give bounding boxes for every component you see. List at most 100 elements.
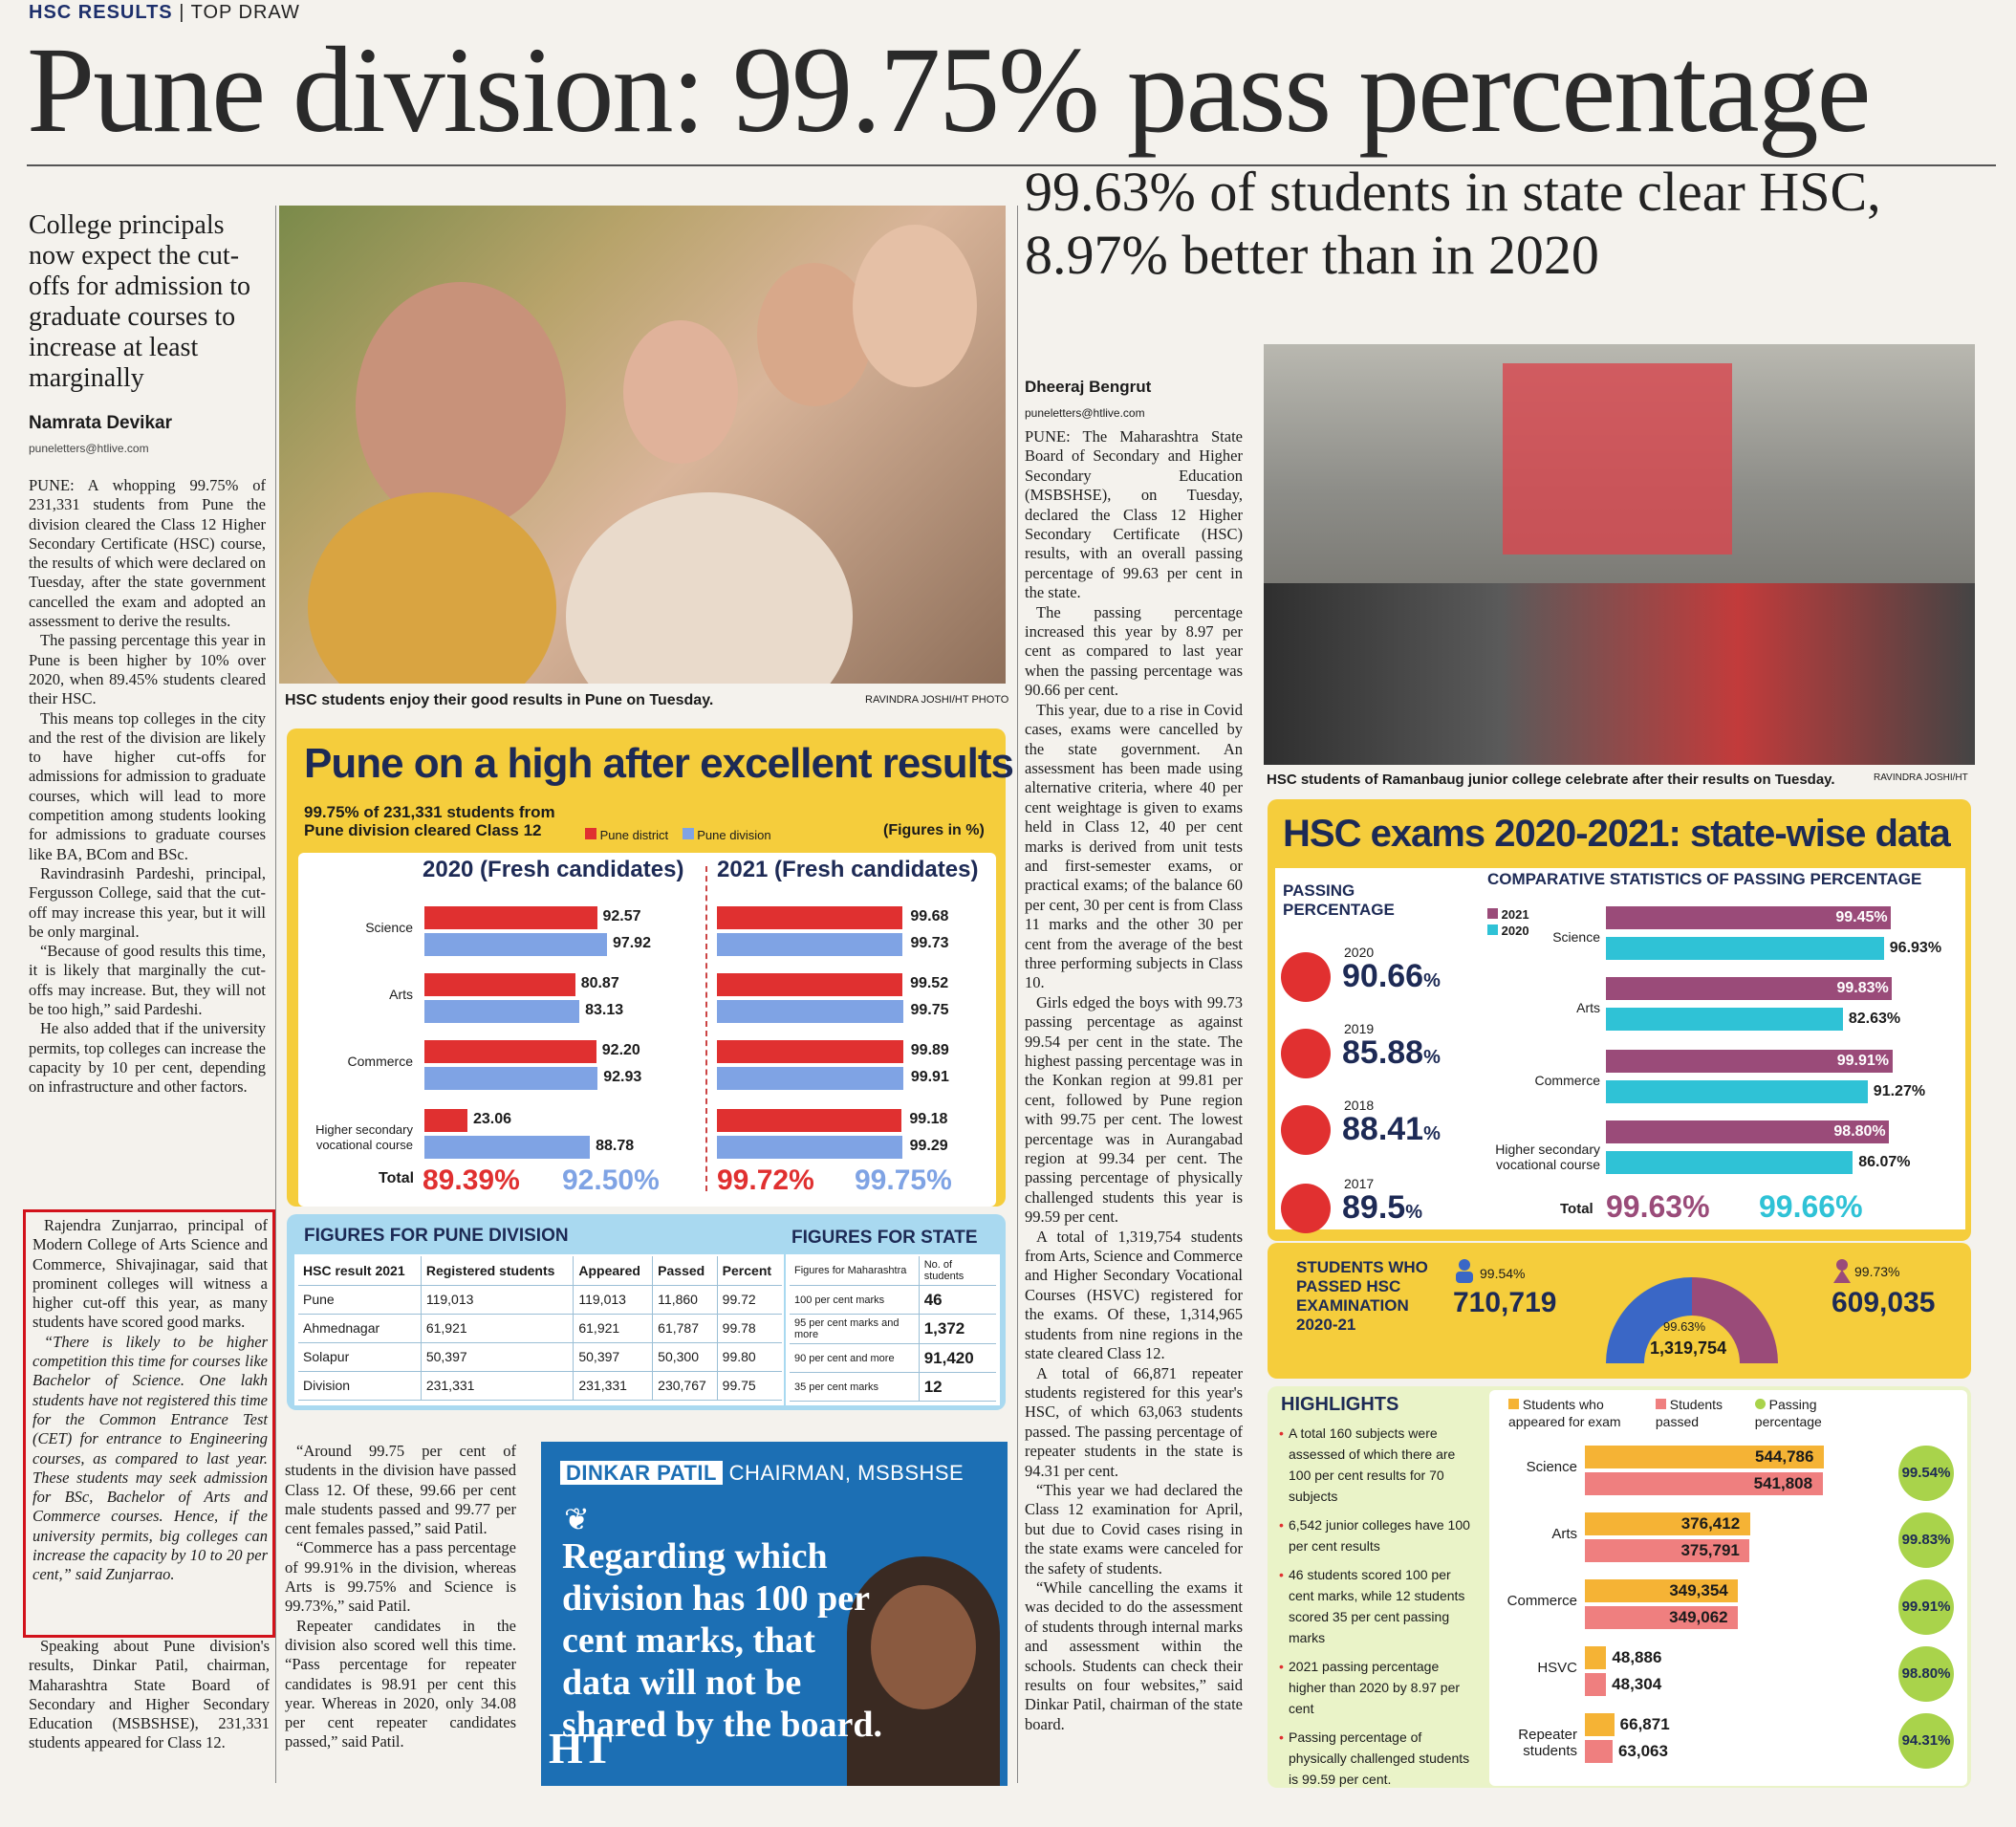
table-cell: 46 <box>918 1285 996 1315</box>
passed-title: STUDENTS WHO PASSED HSC EXAMINATION 2020… <box>1296 1258 1428 1334</box>
col-head-2020: 2020 (Fresh candidates) <box>423 857 684 882</box>
highlight-box <box>23 1209 275 1638</box>
table-cell: 231,331 <box>420 1371 574 1401</box>
column-divider <box>1017 206 1018 1783</box>
bar-appeared <box>1585 1512 1750 1535</box>
table-header: Registered students <box>420 1256 574 1286</box>
byline-left: Namrata Devikar <box>29 413 172 433</box>
year-ring-icon <box>1281 1029 1331 1078</box>
value-label: 99.52 <box>910 975 949 991</box>
table-row: Division 231,331 231,331 230,767 99.75 <box>298 1371 782 1401</box>
table-cell: 61,921 <box>573 1314 653 1343</box>
paragraph: A total of 1,319,754 students from Arts,… <box>1025 1227 1243 1363</box>
left-story-body: PUNE: A whopping 99.75% of 231,331 stude… <box>29 476 266 1203</box>
bar-appeared <box>1585 1446 1824 1468</box>
year-divider <box>705 866 707 1191</box>
highlighted-quote: Rajendra Zunjarrao, principal of Modern … <box>33 1216 268 1585</box>
bar-passed <box>1585 1606 1739 1629</box>
legend-item-2020: 2020 <box>1487 923 1529 939</box>
paragraph: Speaking about Pune division's results, … <box>29 1637 270 1752</box>
year-value: 88.41% <box>1342 1111 1441 1147</box>
portrait-face <box>871 1585 976 1709</box>
paragraph: Girls edged the boys with 99.73 passing … <box>1025 992 1243 1227</box>
table-row: Pune 119,013 119,013 11,860 99.72 <box>298 1285 782 1315</box>
boy-icon <box>1456 1259 1473 1283</box>
category-label: Repeater students <box>1518 1727 1577 1759</box>
table-row: 35 per cent marks 12 <box>790 1372 996 1402</box>
category-label: HSVC <box>1537 1660 1577 1676</box>
value-label: 91.27% <box>1873 1083 1926 1099</box>
paragraph: A total of 66,871 repeater students regi… <box>1025 1363 1243 1480</box>
table-row: 95 per cent marks and more 1,372 <box>790 1314 996 1344</box>
value-label: 99.91 <box>910 1069 949 1085</box>
bar-2020 <box>1606 1151 1853 1174</box>
category-label: Commerce <box>347 1054 413 1069</box>
quote-role: CHAIRMAN, MSBSHSE <box>728 1461 965 1485</box>
table-row: Solapur 50,397 50,397 50,300 99.80 <box>298 1342 782 1372</box>
table-cell: 231,331 <box>573 1371 653 1401</box>
year-unit: % <box>1423 970 1441 991</box>
year-ring-icon <box>1281 952 1331 1002</box>
pct-badge: 99.91% <box>1898 1579 1954 1635</box>
paragraph: Rajendra Zunjarrao, principal of Modern … <box>33 1216 268 1332</box>
paragraph: “There is likely to be higher competitio… <box>33 1332 268 1584</box>
byline-email-state: puneletters@htlive.com <box>1025 406 1145 420</box>
paragraph: PUNE: A whopping 99.75% of 231,331 stude… <box>29 476 266 631</box>
value-label: 541,808 <box>1753 1474 1813 1492</box>
quote-name: DINKAR PATIL <box>560 1461 723 1485</box>
bar-2020 <box>1606 937 1884 960</box>
photo-credit: RAVINDRA JOSHI/HT PHOTO <box>865 694 1009 706</box>
table-cell: 61,787 <box>652 1314 718 1343</box>
legend-division: Pune division <box>697 828 771 842</box>
col-head-2021: 2021 (Fresh candidates) <box>717 857 979 882</box>
year-label: 2017 <box>1344 1176 1375 1191</box>
year-value: 85.88% <box>1342 1034 1441 1071</box>
state-legend: 2021 2020 <box>1487 906 1529 939</box>
legend-2021: 2021 <box>1501 907 1529 922</box>
bar-2021 <box>1606 1120 1890 1143</box>
table-cell: 1,372 <box>918 1314 996 1344</box>
table-cell: 91,420 <box>918 1343 996 1373</box>
passing-label: PASSING PERCENTAGE <box>1283 881 1395 919</box>
table-cell: 119,013 <box>573 1285 653 1315</box>
bar-2021 <box>1606 906 1892 929</box>
value-label: 98.80% <box>1833 1123 1886 1140</box>
legend-swatch-district <box>585 828 596 839</box>
table-cell: Ahmednagar <box>298 1314 422 1343</box>
table-cell: 99.80 <box>716 1342 782 1372</box>
year-ring-icon <box>1281 1184 1331 1233</box>
list-item: 6,542 junior colleges have 100 per cent … <box>1279 1514 1480 1556</box>
value-label: 99.89 <box>910 1042 949 1058</box>
year-label: 2018 <box>1344 1098 1375 1113</box>
value-label: 544,786 <box>1755 1447 1814 1466</box>
table-cell: 99.78 <box>716 1314 782 1343</box>
lotus-icon: ❦ <box>564 1502 590 1536</box>
table-cell: 230,767 <box>652 1371 718 1401</box>
value-label: 80.87 <box>580 975 619 991</box>
bar-2020-division <box>424 1067 598 1090</box>
value-label: 48,886 <box>1612 1648 1662 1666</box>
bar-2020-division <box>424 1136 591 1159</box>
year-label: 2020 <box>1344 945 1375 960</box>
photo-crowd-shape <box>1264 583 1975 765</box>
paragraph: The passing percentage increased this ye… <box>1025 602 1243 700</box>
category-label: Science <box>1552 929 1600 945</box>
year-unit: % <box>1423 1047 1441 1068</box>
total-pct: 99.63% <box>1663 1319 1706 1334</box>
bar-appeared <box>1585 1646 1607 1669</box>
table-cell: 99.72 <box>716 1285 782 1315</box>
value-label: 92.20 <box>601 1042 640 1058</box>
list-item: 2021 passing percentage higher than 2020… <box>1279 1656 1480 1719</box>
photo-caption: HSC students enjoy their good results in… <box>285 692 714 708</box>
year-value: 89.5% <box>1342 1189 1422 1226</box>
bar-2020 <box>1606 1008 1843 1031</box>
pune-figures-table: HSC result 2021 Registered students Appe… <box>298 1256 782 1401</box>
table-cell: 119,013 <box>420 1285 574 1315</box>
value-label: 48,304 <box>1612 1675 1662 1693</box>
value-label: 99.73 <box>910 935 949 951</box>
highlights-legend: Students who appeared for exam Students … <box>1508 1396 1929 1430</box>
pct-badge: 99.54% <box>1898 1446 1954 1501</box>
list-item: 46 students scored 100 per cent marks, w… <box>1279 1564 1480 1648</box>
table-header: HSC result 2021 <box>298 1256 422 1286</box>
legend-swatch-2020 <box>1487 924 1498 935</box>
